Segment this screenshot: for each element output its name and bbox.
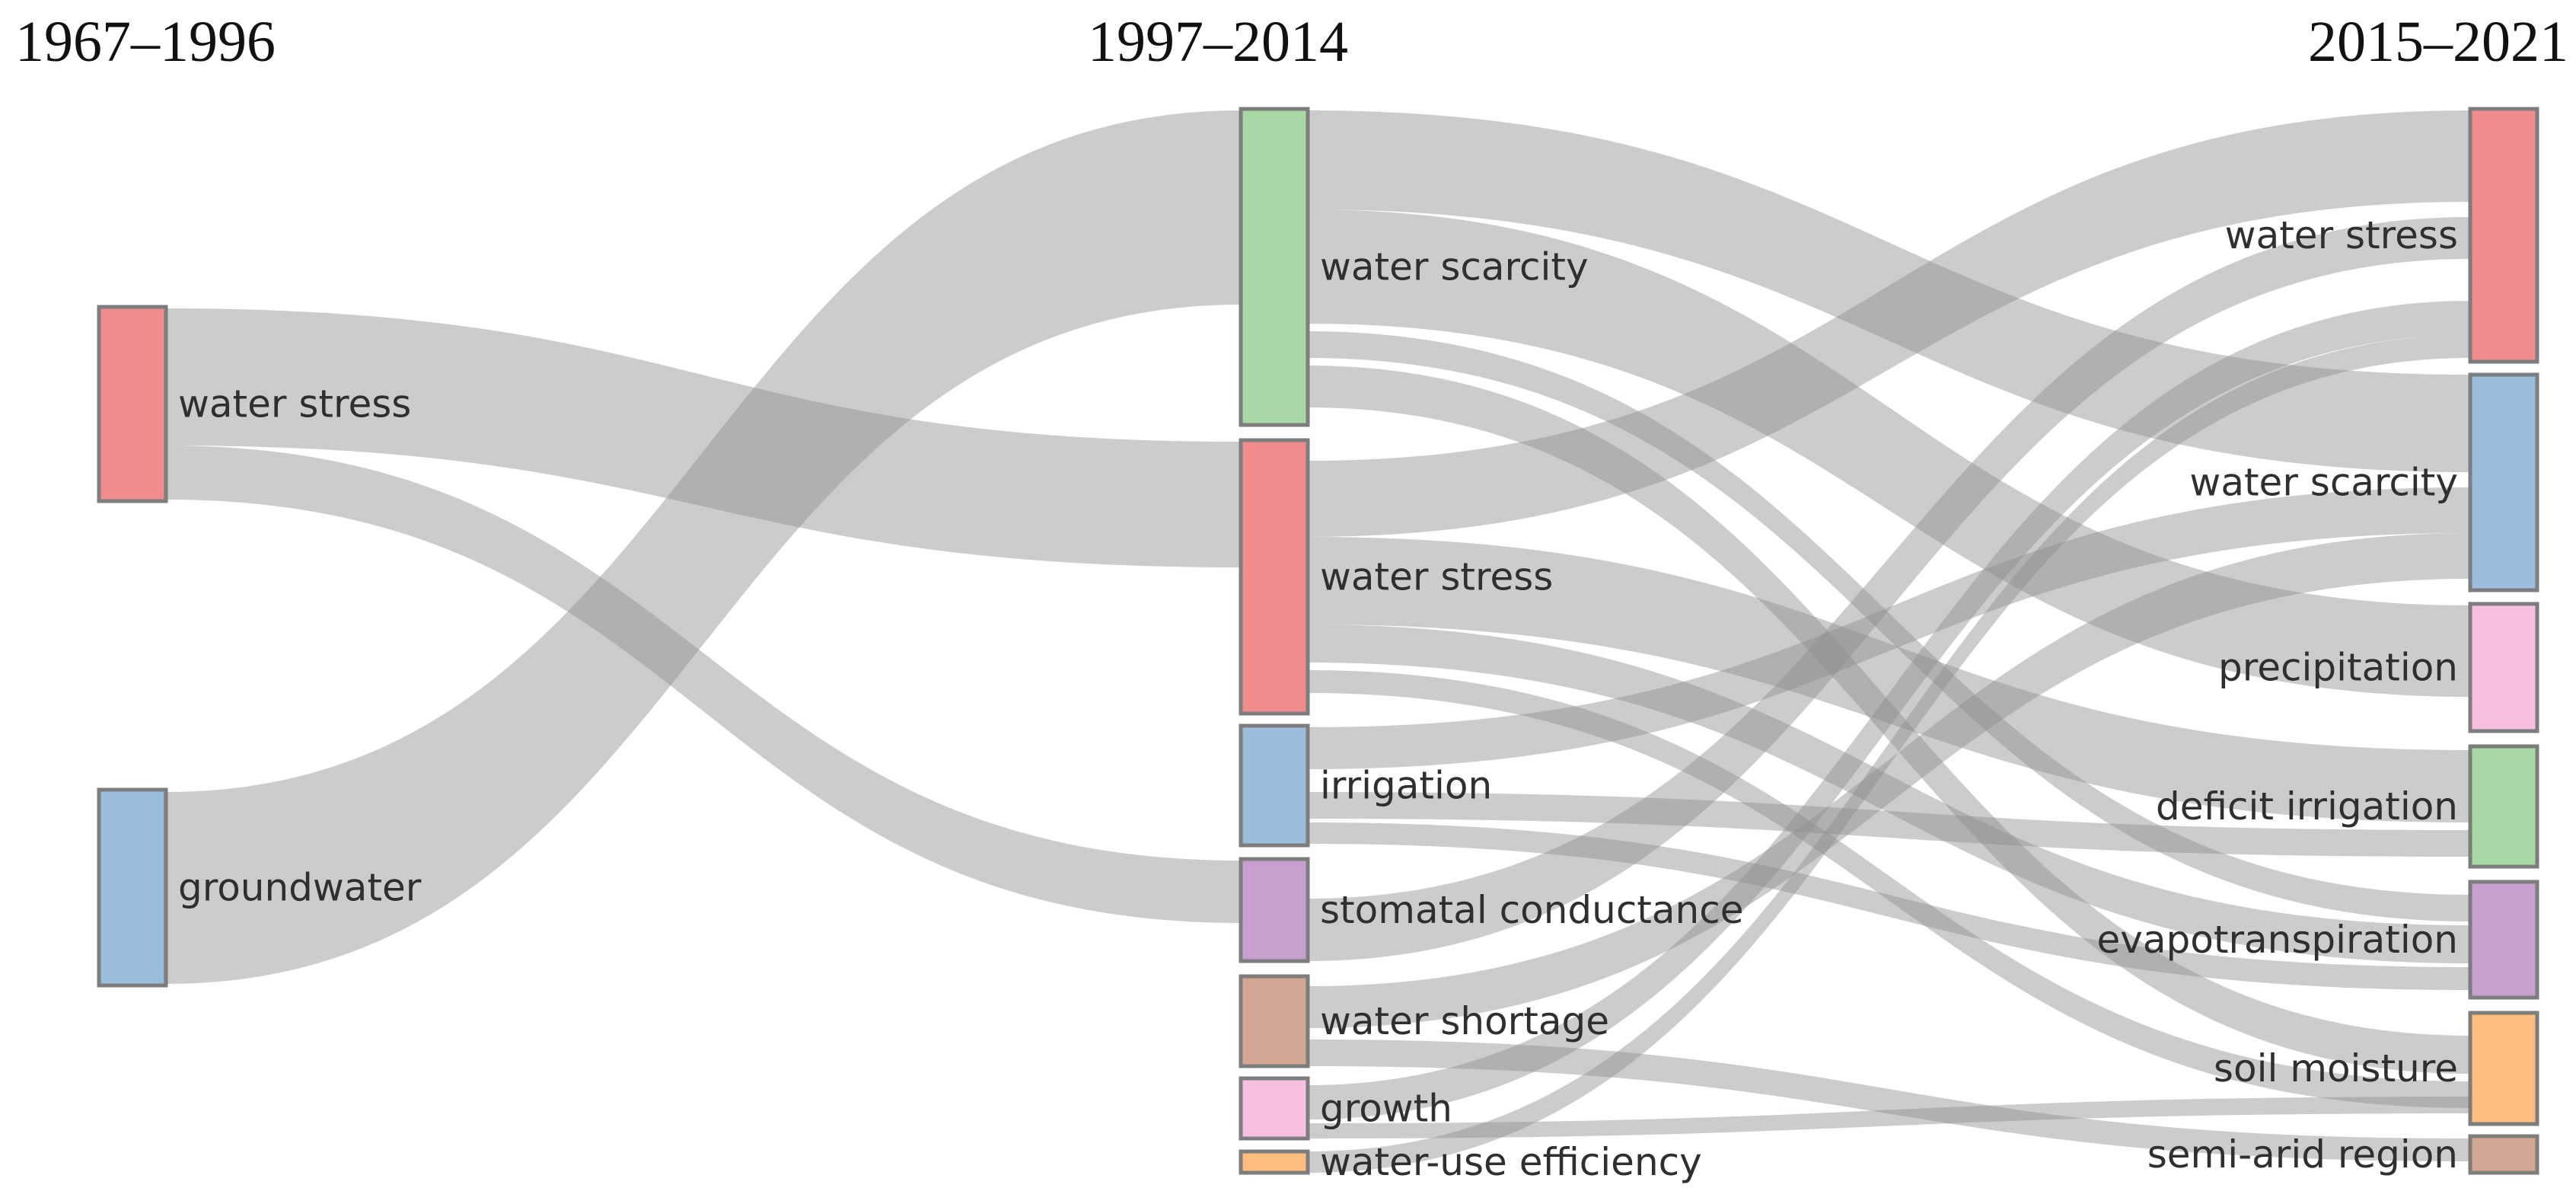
node-c-evapotranspiration[interactable] [2468, 880, 2539, 1000]
link-b-water-stress-to-c-water-stress [1308, 110, 2470, 537]
label-c-deficit-irrigation: deficit irrigation [2156, 784, 2458, 829]
link-b-growth-to-c-soil-moisture [1308, 1097, 2470, 1138]
link-a-water-stress-to-b-stomatal-conductance [166, 446, 1241, 923]
link-b-water-stress-to-c-evapotranspiration [1308, 624, 2470, 963]
node-a-groundwater[interactable] [97, 787, 168, 988]
node-c-semi-arid-region[interactable] [2468, 1134, 2539, 1175]
node-b-growth[interactable] [1239, 1076, 1310, 1141]
label-b-growth: growth [1320, 1087, 1452, 1131]
period-title-1997-2014: 1997–2014 [1088, 10, 1348, 74]
label-b-water-use-efficiency: water-use efficiency [1320, 1140, 1702, 1184]
link-b-water-scarcity-to-c-soil-moisture [1308, 366, 2470, 1074]
label-b-water-scarcity: water scarcity [1320, 245, 1589, 289]
label-a-groundwater: groundwater [178, 866, 422, 910]
node-c-soil-moisture[interactable] [2468, 1011, 2539, 1126]
link-b-irrigation-to-c-evapotranspiration [1308, 822, 2470, 990]
link-b-water-use-efficiency-to-c-water-stress [1308, 335, 2470, 1173]
period-title-1967-1996: 1967–1996 [15, 10, 276, 74]
link-b-water-stress-to-c-soil-moisture [1308, 670, 2470, 1108]
label-c-evapotranspiration: evapotranspiration [2097, 918, 2458, 962]
label-b-water-stress: water stress [1320, 555, 1553, 599]
node-c-water-stress[interactable] [2468, 107, 2539, 364]
link-a-water-stress-to-b-water-stress [166, 308, 1241, 567]
label-c-precipitation: precipitation [2218, 646, 2458, 690]
link-b-water-scarcity-to-c-precipitation [1308, 209, 2470, 697]
link-b-irrigation-to-c-deficit-irrigation [1308, 792, 2470, 857]
flow-links [166, 110, 2470, 1173]
label-b-stomatal-conductance: stomatal conductance [1320, 888, 1744, 932]
label-b-irrigation: irrigation [1320, 764, 1492, 808]
node-b-water-stress[interactable] [1239, 438, 1310, 716]
node-c-precipitation[interactable] [2468, 602, 2539, 733]
node-c-deficit-irrigation[interactable] [2468, 744, 2539, 869]
topic-labels: water stress groundwater water scarcity wat… [178, 213, 2458, 1184]
link-a-groundwater-to-b-water-scarcity [166, 110, 1241, 984]
label-c-water-stress: water stress [2225, 213, 2458, 257]
node-c-water-scarcity[interactable] [2468, 372, 2539, 592]
node-b-water-use-efficiency[interactable] [1239, 1149, 1310, 1175]
label-a-water-stress: water stress [178, 382, 411, 426]
link-b-water-shortage-to-c-semi-arid-region [1308, 1040, 2470, 1161]
link-b-irrigation-to-c-water-scarcity [1308, 487, 2470, 769]
topic-nodes [97, 107, 2539, 1175]
label-c-water-scarcity: water scarcity [2189, 461, 2458, 505]
link-b-water-shortage-to-c-water-scarcity [1308, 533, 2470, 1028]
link-b-water-scarcity-to-c-evapotranspiration [1308, 331, 2470, 921]
node-a-water-stress[interactable] [97, 305, 168, 503]
node-b-water-shortage[interactable] [1239, 974, 1310, 1068]
label-c-soil-moisture: soil moisture [2214, 1046, 2458, 1091]
label-b-water-shortage: water shortage [1320, 999, 1609, 1043]
link-b-water-scarcity-to-c-water-scarcity [1308, 110, 2470, 472]
node-b-irrigation[interactable] [1239, 723, 1310, 848]
link-b-stomatal-conductance-to-c-water-stress [1308, 217, 2470, 961]
node-b-stomatal-conductance[interactable] [1239, 857, 1310, 963]
link-b-water-stress-to-c-deficit-irrigation [1308, 537, 2470, 822]
link-b-growth-to-c-water-stress [1308, 301, 2470, 1119]
node-b-water-scarcity[interactable] [1239, 107, 1310, 427]
label-c-semi-arid-region: semi-arid region [2147, 1132, 2458, 1177]
period-title-2015-2021: 2015–2021 [2308, 10, 2568, 74]
